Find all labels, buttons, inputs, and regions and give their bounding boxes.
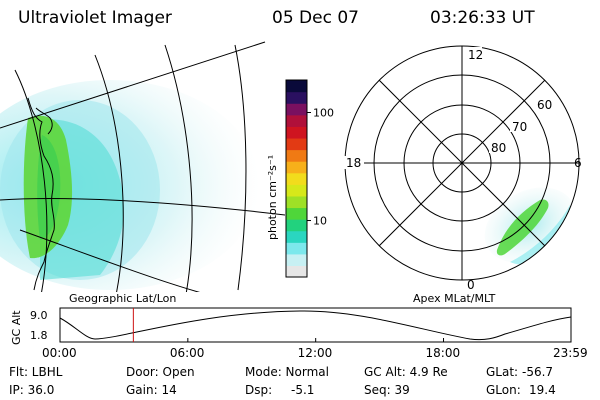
coastline <box>27 97 55 291</box>
mlat-label-60: 60 <box>537 98 552 112</box>
colorbar-cell <box>286 253 307 267</box>
colorbar-cell <box>286 103 307 116</box>
colorbar-cell <box>286 126 307 139</box>
colorbar-cell <box>286 242 307 255</box>
timeline-tick-label: 06:00 <box>170 346 205 360</box>
aurora-green-band-inner <box>37 135 61 240</box>
colorbar-cell <box>286 149 307 162</box>
colorbar-cell <box>286 265 307 278</box>
colorbar-cell <box>286 80 307 93</box>
polar-dial: 12 18 6 0 80 70 60 <box>344 45 582 292</box>
colorbar-cell <box>286 219 307 232</box>
mlt-label-bg <box>344 156 364 169</box>
instrument-title: Ultraviolet Imager <box>18 8 172 28</box>
mlt-label-0: 0 <box>467 278 475 292</box>
mlt-line <box>378 79 546 247</box>
gc-alt-value: GC Alt: 4.9 Re <box>364 365 448 379</box>
timeline-tick-label: 00:00 <box>42 346 77 360</box>
geo-grid <box>0 41 285 292</box>
flight-filter: Flt: LBHL <box>9 365 63 379</box>
glon-label: GLon: <box>486 383 521 397</box>
timeline-y-tick-9: 9.0 <box>30 309 48 322</box>
altitude-curve <box>59 310 572 341</box>
mlt-label-6: 6 <box>574 156 582 170</box>
mlt-label-12: 12 <box>468 48 483 62</box>
glon-value: 19.4 <box>529 383 556 397</box>
colorbar: 100 10 photon cm⁻²s⁻¹ <box>266 79 334 278</box>
timeline-y-tick-18: 1.8 <box>30 329 48 342</box>
colorbar-tick-label: 100 <box>313 107 334 120</box>
mode-value: Mode: Normal <box>245 365 329 379</box>
timeline-tick-label: 12:00 <box>298 346 333 360</box>
dsp-value: -5.1 <box>291 383 315 397</box>
glat-value: -56.7 <box>522 365 554 379</box>
seq-value: Seq: 39 <box>364 383 410 397</box>
colorbar-tick-label: 10 <box>313 215 327 228</box>
ip-value: IP: 36.0 <box>9 383 55 397</box>
date-label: 05 Dec 07 <box>272 8 359 28</box>
timeline-y-label: GC Alt <box>10 310 23 345</box>
altitude-timeline: 00:00 06:00 12:00 18:00 23:59 9.0 1.8 GC Alt <box>10 307 588 360</box>
time-label: 03:26:33 UT <box>430 8 535 28</box>
left-panel-label: Geographic Lat/Lon <box>69 292 176 305</box>
colorbar-cell <box>286 184 307 197</box>
mlat-label-80: 80 <box>491 141 506 155</box>
colorbar-cell <box>286 207 307 220</box>
gain-value: Gain: 14 <box>126 383 177 397</box>
lon-line <box>0 198 285 216</box>
door-status: Door: Open <box>126 365 195 379</box>
mlat-label-70: 70 <box>512 120 527 134</box>
mlat-label-bg <box>536 98 554 110</box>
geographic-image <box>0 41 285 292</box>
colorbar-cell <box>286 195 307 209</box>
mlat-label-bg <box>489 141 507 153</box>
lat-line <box>14 69 48 292</box>
colorbar-frame <box>285 79 308 278</box>
colorbar-cell <box>286 230 307 243</box>
lat-line <box>94 54 124 292</box>
colorbar-cell <box>286 91 307 104</box>
dsp-label: Dsp: <box>245 383 273 397</box>
mlt-label-bg <box>466 47 482 61</box>
colorbar-cell <box>286 114 307 127</box>
lat-line <box>234 44 247 291</box>
glat-label: GLat: <box>486 365 519 379</box>
polar-aurora-green <box>496 199 549 256</box>
colorbar-cell <box>286 161 307 174</box>
mlt-label-18: 18 <box>346 156 361 170</box>
lat-line <box>164 44 193 292</box>
timeline-x-ticks: 00:00 06:00 12:00 18:00 23:59 <box>42 338 588 360</box>
coastline <box>35 107 53 135</box>
colorbar-ticks: 100 10 <box>307 107 334 228</box>
right-panel-label: Apex MLat/MLT <box>413 292 496 305</box>
timeline-tick-label: 23:59 <box>553 346 588 360</box>
colorbar-cell <box>286 172 307 185</box>
colorbar-unit-label: photon cm⁻²s⁻¹ <box>266 155 279 240</box>
timeline-tick-label: 18:00 <box>426 346 461 360</box>
timeline-frame <box>59 307 572 343</box>
mlat-label-bg <box>510 120 526 132</box>
colorbar-cell <box>286 137 307 151</box>
